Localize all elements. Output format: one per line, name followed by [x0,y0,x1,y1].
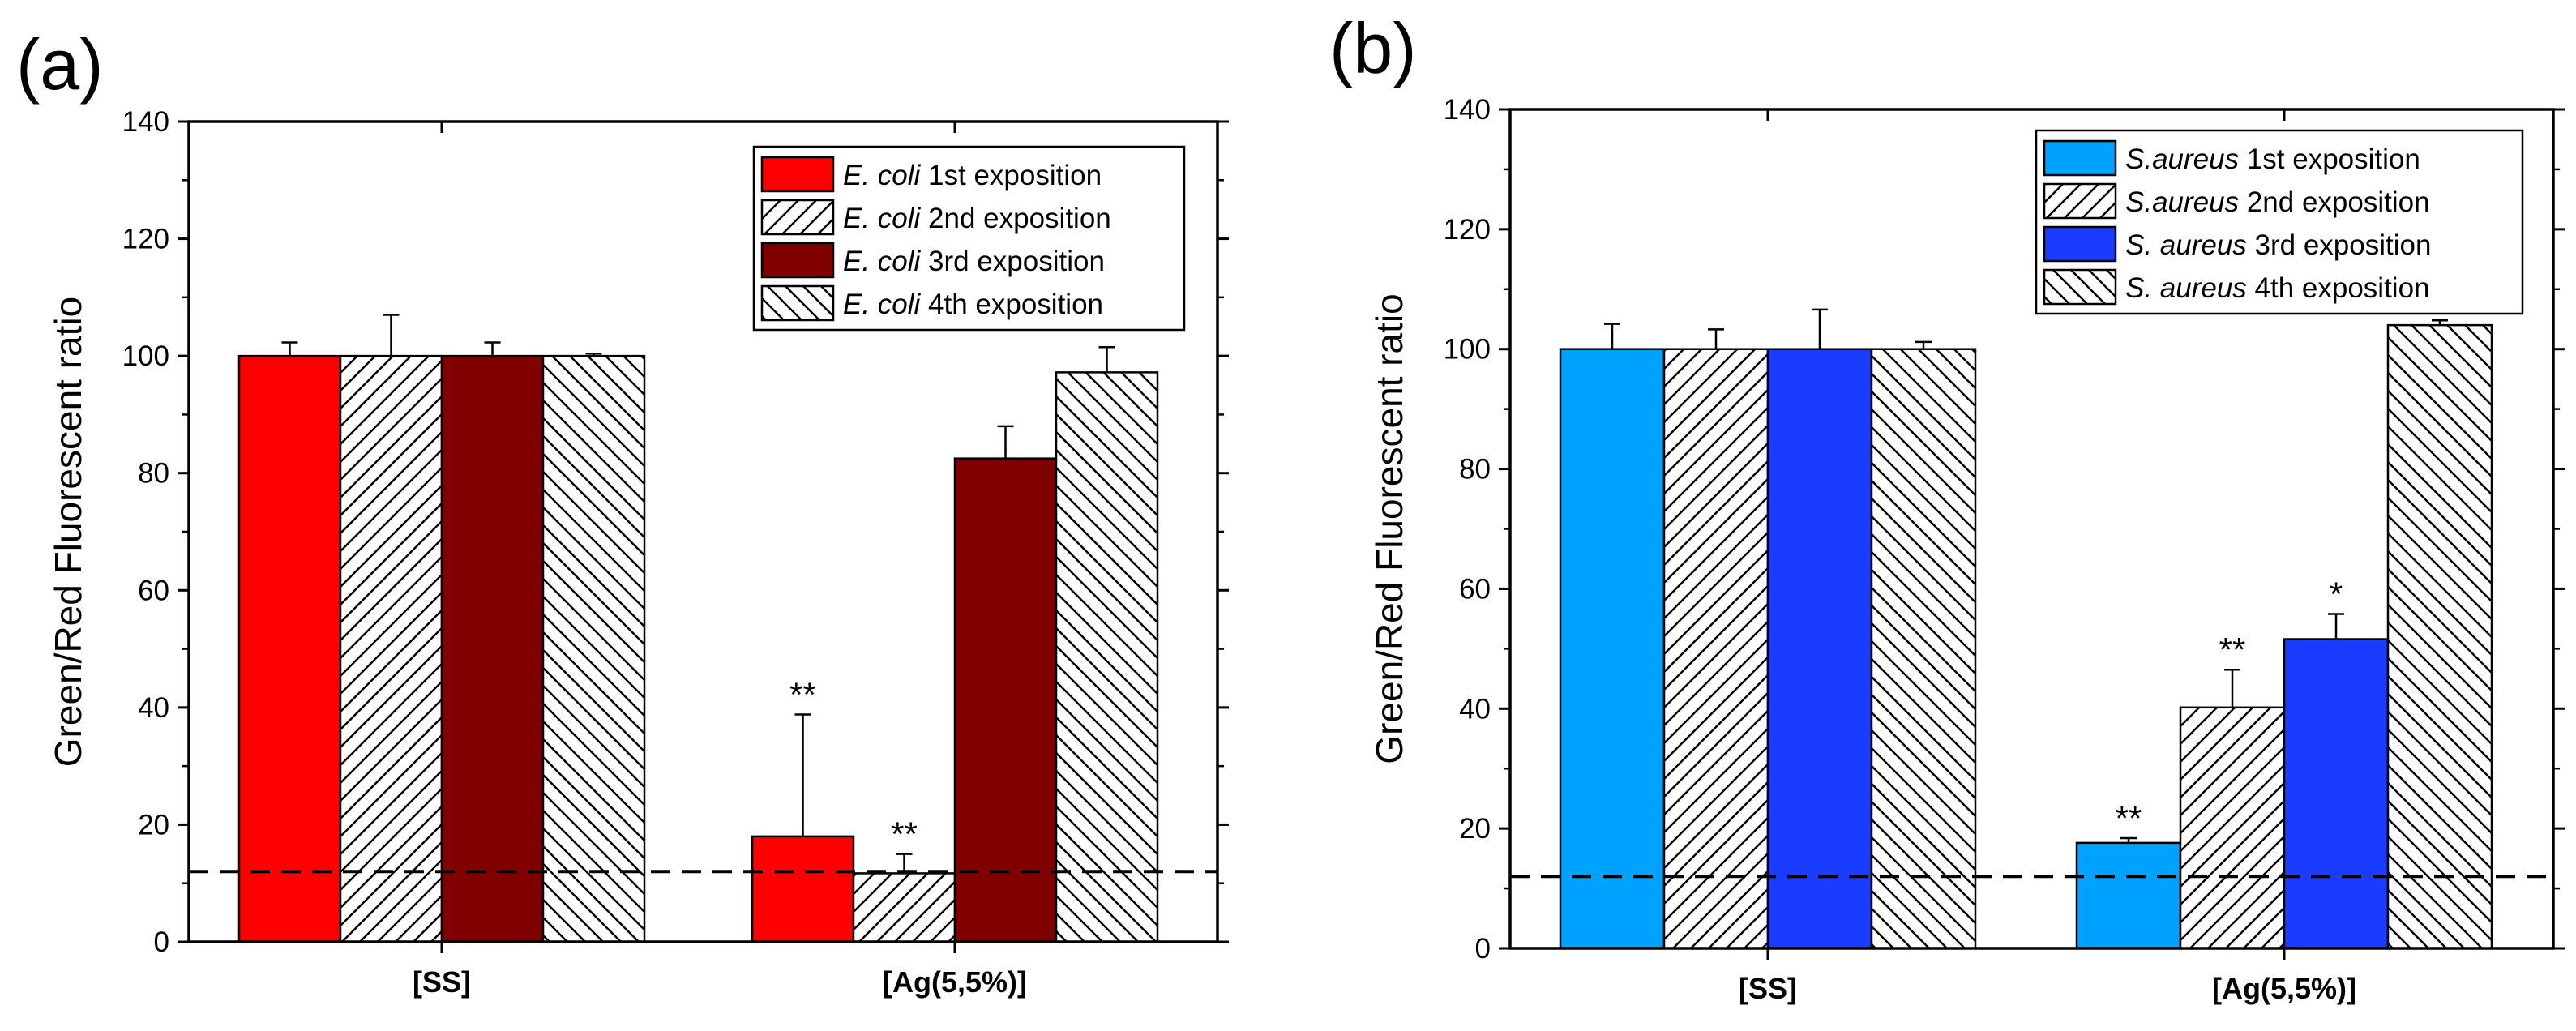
legend-swatch [760,284,835,322]
legend-entry: E. coli 1st exposition [843,160,1102,191]
category-label: [Ag(5,5%)] [2212,972,2356,1005]
plot-frame [1508,108,2555,950]
legend-swatch [2043,225,2117,263]
category-label: [Ag(5,5%)] [883,965,1027,999]
legend-swatch [2043,139,2117,177]
legend-swatch [2043,268,2117,306]
y-tick-label: 40 [138,692,169,724]
significance-mark: ** [2219,631,2246,669]
y-tick-label: 140 [1444,94,1491,126]
y-tick-label: 80 [138,458,169,490]
legend-swatch [760,156,835,193]
legend-species: S. aureus [2125,272,2247,304]
significance-mark: ** [891,815,918,853]
legend-entry: S.aureus 2nd exposition [2125,186,2430,218]
legend-suffix: 2nd exposition [920,203,1110,234]
legend-entry: S.aureus 1st exposition [2125,143,2420,175]
plot-frame [187,120,1219,943]
bar [2283,638,2390,950]
significance-mark: ** [789,676,816,714]
y-axis-label: Green/Red Fluorescent ratio [47,297,89,767]
y-tick-label: 120 [1444,214,1491,246]
y-tick-label: 0 [1475,933,1491,965]
y-tick-label: 100 [1444,334,1491,366]
legend-species: E. coli [843,203,922,234]
bar [852,872,956,943]
bar [541,354,646,943]
panel-label: (a) [16,24,104,105]
y-tick-label: 60 [138,575,169,606]
legend-entry: E. coli 3rd exposition [843,246,1105,277]
bar [2075,841,2182,950]
legend-species: S.aureus [2125,186,2239,218]
significance-mark: * [2330,575,2343,613]
legend-entry: S. aureus 4th exposition [2125,272,2430,304]
legend-entry: S. aureus 3rd exposition [2125,229,2431,261]
legend-suffix: 4th exposition [2247,272,2430,304]
y-tick-label: 100 [122,340,169,372]
y-tick-label: 60 [1459,573,1491,605]
panel-label: (b) [1329,8,1417,88]
category-label: [SS] [413,965,471,999]
legend-swatch [760,242,835,279]
legend-suffix: 1st exposition [920,160,1102,191]
bar [953,457,1058,943]
legend-species: E. coli [843,289,922,320]
chart-panel-b: (b) Green/Red Fluorescent ratio 0 20 40 60 80 1… [1329,8,2565,1005]
legend-suffix: 3rd exposition [2247,229,2432,261]
legend-suffix: 3rd exposition [920,246,1105,277]
y-tick-label: 20 [1459,813,1491,845]
bar [1559,348,1666,950]
bar [1662,348,1769,950]
y-axis-label: Green/Red Fluorescent ratio [1368,293,1410,764]
legend-species: E. coli [843,160,922,191]
legend-entry: E. coli 4th exposition [843,289,1103,320]
legend-entry: E. coli 2nd exposition [843,203,1111,234]
legend-suffix: 2nd exposition [2239,186,2429,218]
bar [339,354,443,943]
legend-swatch [2043,182,2117,220]
legend-species: E. coli [843,246,922,277]
bar [1766,348,1873,950]
legend-species: S. aureus [2125,229,2247,261]
bar [1870,348,1977,950]
bar [237,354,342,943]
legend-species: S.aureus [2125,143,2239,175]
y-tick-label: 0 [154,926,169,958]
y-tick-label: 120 [122,224,169,255]
legend-box [2035,129,2524,315]
legend-suffix: 1st exposition [2239,143,2420,175]
bar [751,835,855,943]
bar [2386,323,2493,950]
bar [2179,706,2286,950]
y-tick-label: 80 [1459,454,1491,486]
legend-suffix: 4th exposition [920,289,1103,320]
y-tick-label: 40 [1459,693,1491,725]
category-label: [SS] [1739,972,1797,1005]
bar [1055,371,1159,943]
y-tick-label: 140 [122,106,169,138]
chart-panel-a: (a) Green/Red Fluorescent ratio 0 20 40 60 80 1… [16,24,1229,999]
bar [440,354,545,943]
legend-swatch [760,199,835,236]
y-tick-label: 20 [138,809,169,841]
significance-mark: ** [2116,799,2142,837]
